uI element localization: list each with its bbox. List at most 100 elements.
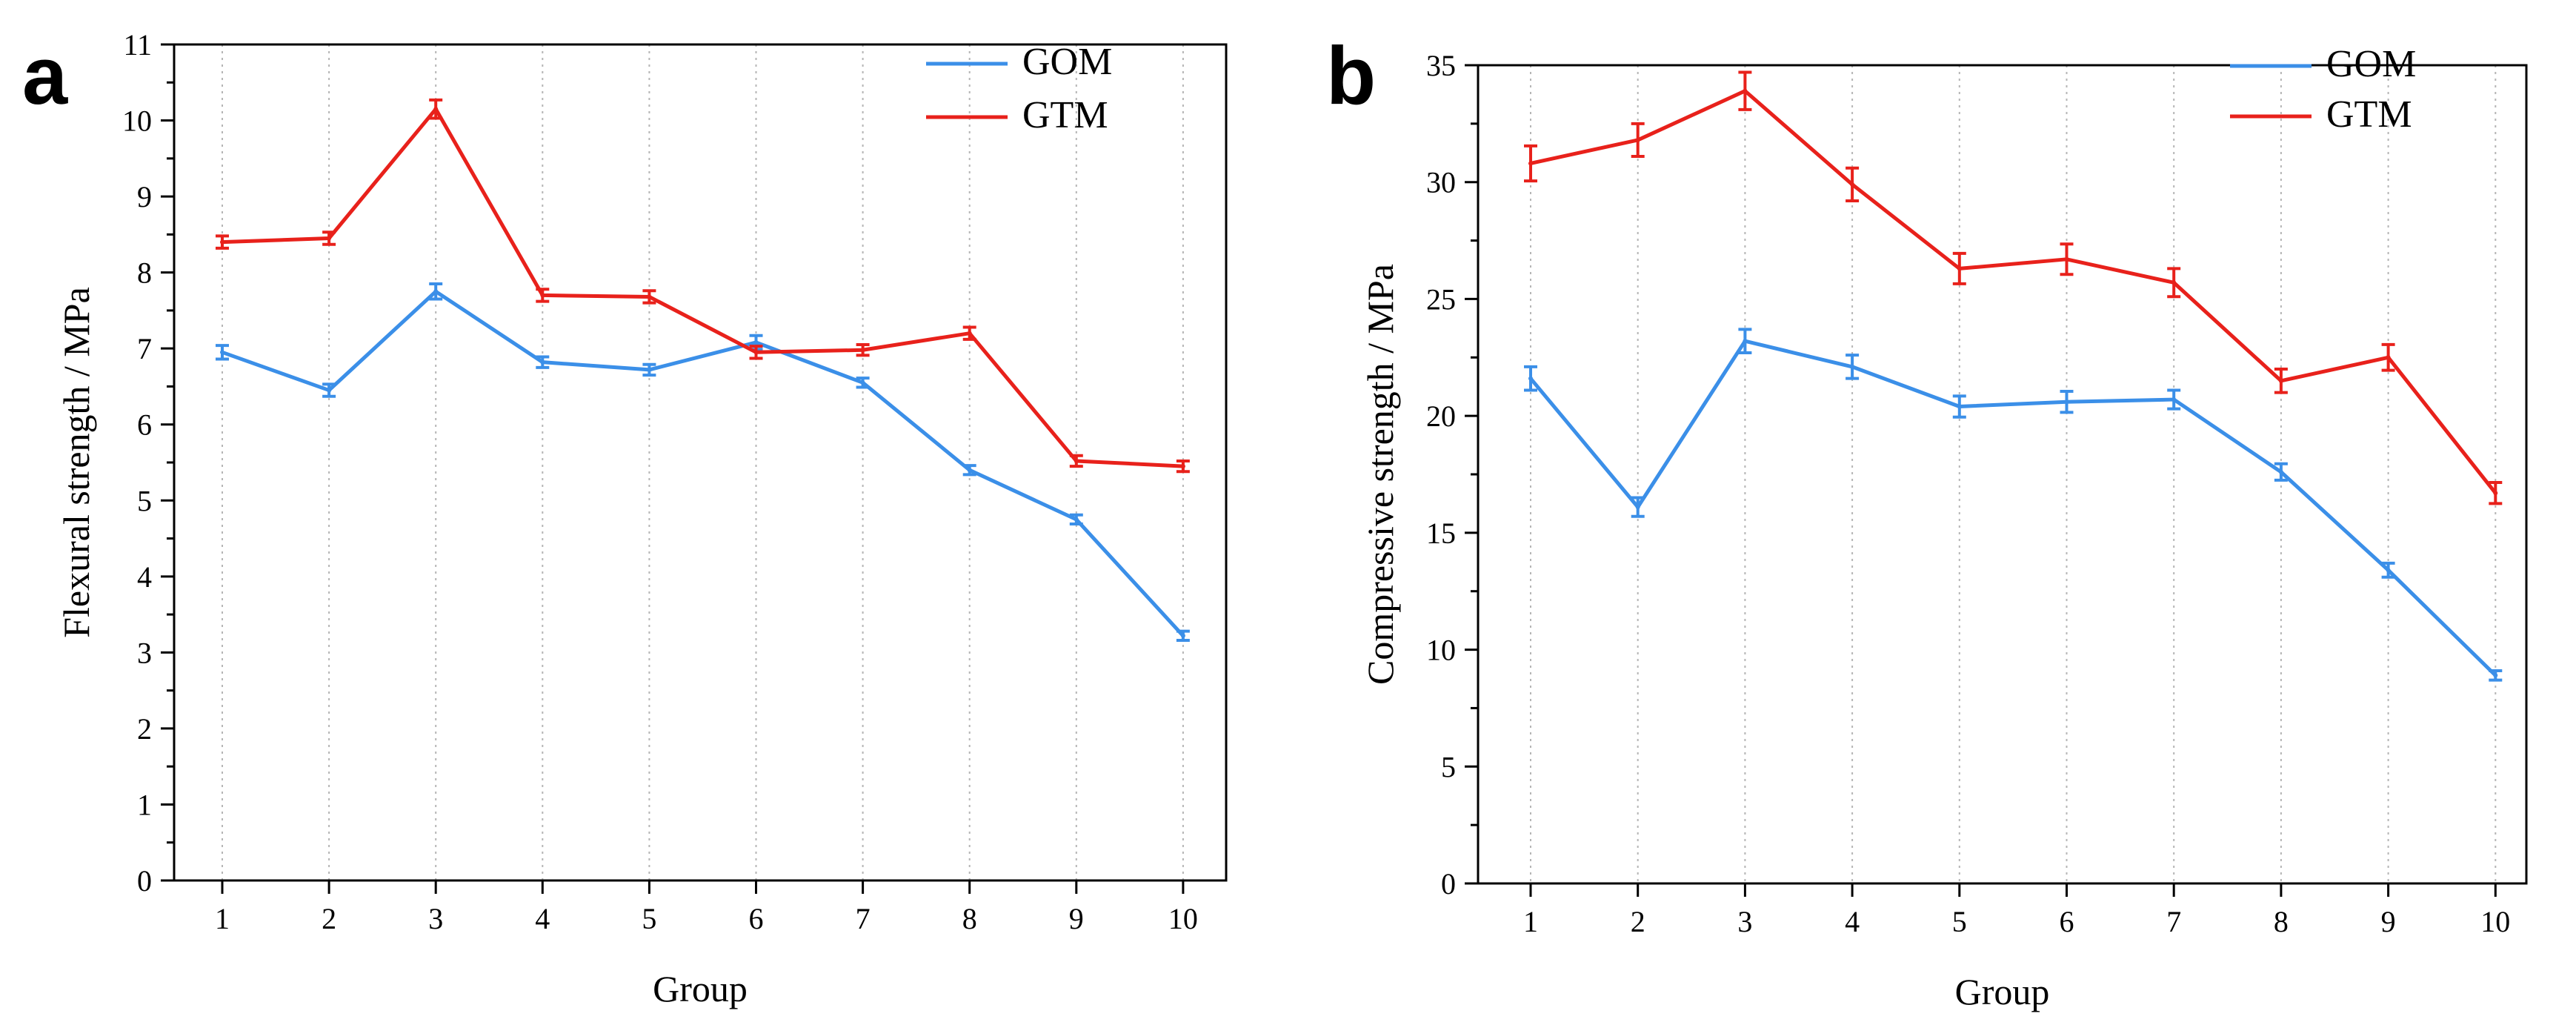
data-point xyxy=(2386,568,2391,573)
series-gtm xyxy=(216,98,1190,474)
data-point xyxy=(1180,633,1185,638)
data-point xyxy=(327,236,332,241)
x-tick-label: 2 xyxy=(322,902,336,935)
data-point xyxy=(2493,673,2498,678)
x-tick-label: 1 xyxy=(215,902,230,935)
data-point xyxy=(967,468,972,473)
x-tick-label: 10 xyxy=(1168,902,1198,935)
series-gom xyxy=(1524,328,2503,682)
y-tick-label: 6 xyxy=(137,408,152,442)
x-tick-label: 3 xyxy=(1737,905,1752,938)
data-point xyxy=(2278,469,2283,474)
legend-label: GOM xyxy=(2326,43,2416,85)
data-point xyxy=(2171,280,2177,285)
series-line-gom xyxy=(222,289,1185,637)
data-point xyxy=(2064,399,2069,405)
series-line-gtm xyxy=(222,107,1184,468)
legend-label: GTM xyxy=(1022,94,1108,136)
y-tick-label: 10 xyxy=(122,105,152,138)
y-tick-label: 11 xyxy=(123,28,152,62)
data-point xyxy=(647,367,652,372)
data-point xyxy=(1850,182,1855,187)
legend: GOM GTM xyxy=(926,41,1112,136)
x-tick-label: 6 xyxy=(2060,905,2074,938)
y-tick-label: 15 xyxy=(1426,517,1456,550)
plot-frame xyxy=(173,43,1228,882)
panel-label: a xyxy=(22,30,68,122)
data-point xyxy=(1743,339,1748,344)
data-point xyxy=(1957,404,1962,409)
data-point xyxy=(967,331,972,336)
series-line-gom xyxy=(1529,339,2497,677)
x-tick-label: 8 xyxy=(962,902,977,935)
y-tick-label: 4 xyxy=(137,560,152,594)
data-point xyxy=(1074,458,1079,463)
data-point xyxy=(327,388,332,393)
data-point xyxy=(1635,505,1640,510)
data-point xyxy=(753,339,759,345)
data-point xyxy=(433,107,439,112)
y-tick-label: 0 xyxy=(137,864,152,898)
plot-frame xyxy=(1477,64,2528,885)
x-axis-label: Group xyxy=(653,968,748,1009)
x-tick-label: 1 xyxy=(1523,905,1538,938)
x-axis-label: Group xyxy=(1955,971,2050,1012)
x-tick-label: 6 xyxy=(749,902,764,935)
data-point xyxy=(2386,355,2391,360)
y-axis-label: Compressive strength / MPa xyxy=(1359,264,1401,685)
y-axis-label: Flexural strength / MPa xyxy=(56,287,97,638)
data-point xyxy=(860,348,865,353)
y-tick-label: 20 xyxy=(1426,399,1456,433)
data-point xyxy=(2171,397,2177,402)
y-tick-label: 0 xyxy=(1441,867,1456,900)
y-tick-label: 1 xyxy=(137,788,152,821)
y-tick-label: 8 xyxy=(137,256,152,290)
x-tick-label: 8 xyxy=(2274,905,2289,938)
y-tick-label: 3 xyxy=(137,636,152,669)
data-point xyxy=(2064,256,2069,262)
data-point xyxy=(1180,464,1185,469)
data-point xyxy=(1743,88,1748,93)
data-point xyxy=(753,350,759,355)
chart-panel-b: b 0 5 10 15 20 25 30 35 1 2 3 4 5 6 7 8 9 10 Group Compressi… xyxy=(1326,30,2528,1012)
y-tick-label: 10 xyxy=(1426,634,1456,667)
y-tick-label: 5 xyxy=(137,484,152,517)
y-tick-label: 5 xyxy=(1441,750,1456,783)
series-gtm xyxy=(1524,70,2503,505)
data-point xyxy=(647,294,652,299)
data-point xyxy=(1850,364,1855,369)
data-point xyxy=(1635,137,1640,142)
data-point xyxy=(433,289,439,294)
data-point xyxy=(1528,161,1533,166)
series-gom xyxy=(216,282,1190,642)
data-point xyxy=(220,350,224,355)
data-point xyxy=(2278,378,2283,383)
x-tick-label: 7 xyxy=(2166,905,2181,938)
x-tick-label: 4 xyxy=(1845,905,1860,938)
y-tick-label: 9 xyxy=(137,180,152,213)
legend-label: GOM xyxy=(1022,41,1112,83)
y-tick-label: 2 xyxy=(137,712,152,746)
y-tick-label: 7 xyxy=(137,332,152,365)
y-tick-label: 35 xyxy=(1426,49,1456,82)
data-point xyxy=(1074,517,1079,522)
x-tick-label: 3 xyxy=(428,902,443,935)
data-point xyxy=(860,380,865,385)
data-point xyxy=(1528,376,1533,381)
data-point xyxy=(540,359,545,365)
x-tick-label: 5 xyxy=(1952,905,1967,938)
x-tick-label: 4 xyxy=(535,902,550,935)
x-tick-label: 7 xyxy=(856,902,871,935)
x-tick-label: 10 xyxy=(2480,905,2510,938)
x-tick-label: 9 xyxy=(2381,905,2396,938)
data-point xyxy=(2493,491,2498,496)
legend: GOM GTM xyxy=(2230,43,2416,136)
data-point xyxy=(540,293,545,298)
data-point xyxy=(1957,266,1962,271)
data-point xyxy=(220,239,224,245)
y-tick-label: 30 xyxy=(1426,166,1456,199)
x-tick-label: 9 xyxy=(1069,902,1084,935)
x-tick-label: 5 xyxy=(642,902,656,935)
